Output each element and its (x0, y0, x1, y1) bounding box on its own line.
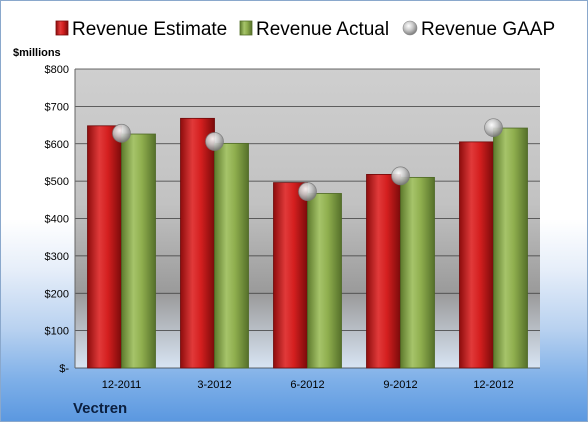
x-tick-label: 12-2012 (473, 379, 513, 391)
y-tick-label: $300 (45, 251, 69, 263)
x-tick-label: 6-2012 (290, 379, 324, 391)
x-axis-ticks: 12-2011 3-2012 6-2012 9-2012 12-2012 (102, 379, 514, 391)
bar-revenue-estimate (273, 182, 308, 369)
x-tick-label: 9-2012 (383, 379, 417, 391)
bar-revenue-estimate (459, 141, 494, 369)
legend-item-estimate: Revenue Estimate (55, 19, 227, 40)
y-tick-label: $100 (45, 326, 69, 338)
company-name: Vectren (73, 400, 127, 417)
legend-swatch-gaap (402, 20, 418, 36)
y-axis-unit-label: $millions (13, 47, 61, 59)
y-tick-label: $400 (45, 214, 69, 226)
marker-revenue-gaap (112, 123, 131, 143)
legend-item-actual: Revenue Actual (239, 19, 389, 40)
marker-revenue-gaap (205, 132, 224, 151)
bar-revenue-actual (121, 133, 156, 369)
x-tick-label: 3-2012 (197, 379, 231, 391)
legend-swatch-actual (239, 20, 253, 36)
y-tick-label: $700 (45, 101, 69, 113)
bar-revenue-estimate (87, 125, 122, 369)
legend-swatch-estimate (55, 20, 69, 36)
y-tick-label: $600 (45, 139, 69, 151)
marker-revenue-gaap (298, 182, 317, 201)
legend-label-estimate: Revenue Estimate (72, 19, 227, 40)
bar-revenue-actual (493, 127, 528, 369)
legend-item-gaap: Revenue GAAP (402, 19, 555, 40)
marker-revenue-gaap (484, 118, 503, 138)
bar-revenue-estimate (366, 173, 401, 369)
y-tick-label: $- (59, 363, 69, 375)
bar-revenue-actual (400, 176, 435, 369)
legend: Revenue Estimate Revenue Actual Revenue … (55, 19, 555, 40)
y-axis-ticks: $- $100 $200 $300 $400 $500 $600 $700 $800 (45, 64, 70, 375)
bar-revenue-actual (214, 142, 249, 369)
y-tick-label: $800 (45, 64, 69, 76)
legend-label-gaap: Revenue GAAP (421, 19, 555, 40)
bar-revenue-estimate (180, 117, 215, 369)
x-tick-label: 12-2011 (102, 379, 142, 391)
bar-revenue-actual (307, 193, 342, 369)
marker-revenue-gaap (391, 166, 410, 186)
bars (87, 117, 528, 369)
y-tick-label: $500 (45, 176, 69, 188)
y-tick-label: $200 (45, 288, 69, 300)
legend-label-actual: Revenue Actual (256, 19, 389, 40)
gaap-markers (112, 118, 503, 201)
